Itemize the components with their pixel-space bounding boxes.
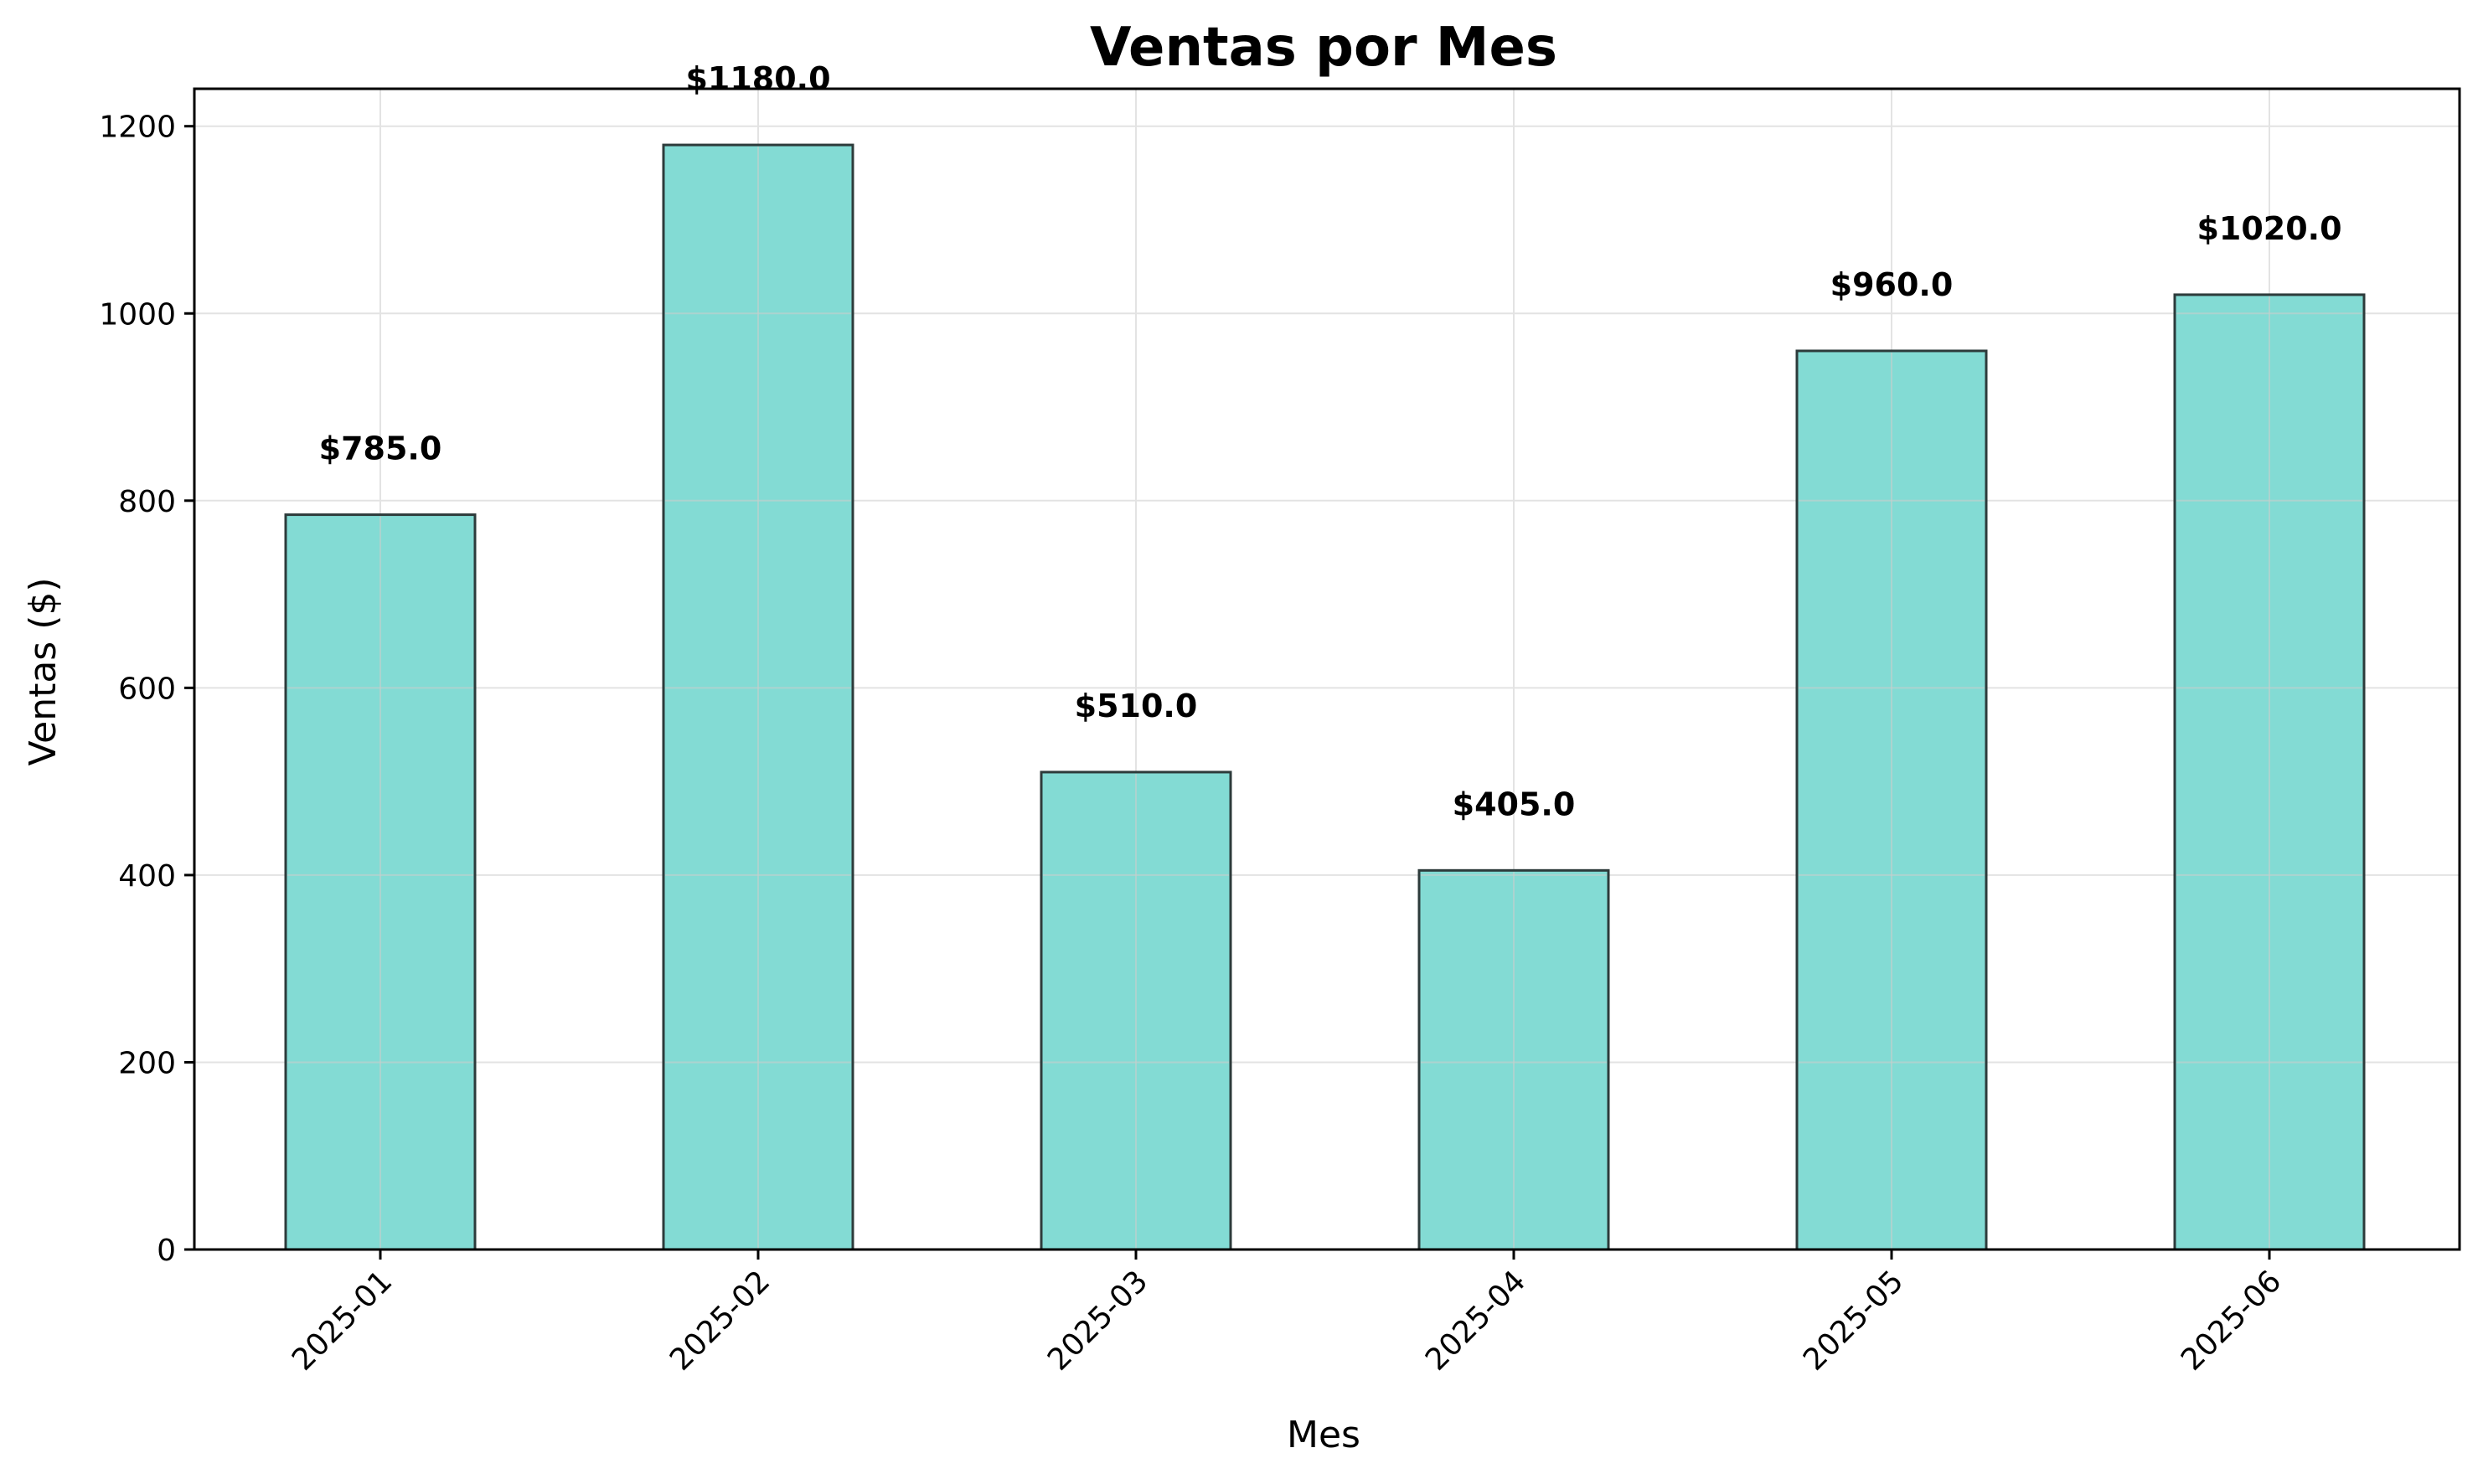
y-tick-label: 1000 xyxy=(99,297,176,332)
y-axis-label: Ventas ($) xyxy=(22,577,65,765)
chart-title: Ventas por Mes xyxy=(1090,17,1557,79)
bar-value-label: $785.0 xyxy=(319,430,442,467)
y-tick-label: 0 xyxy=(157,1234,176,1268)
x-tick-label: 2025-04 xyxy=(1419,1264,1532,1377)
bar-value-label: $510.0 xyxy=(1075,688,1198,724)
y-tick-label: 600 xyxy=(118,672,176,706)
x-tick-label: 2025-01 xyxy=(286,1264,399,1377)
bar-value-label: $405.0 xyxy=(1453,786,1576,822)
bars-layer xyxy=(284,143,2366,1251)
grid-layer xyxy=(194,89,2460,1250)
x-tick-label: 2025-06 xyxy=(2175,1264,2288,1377)
bar-value-label: $1020.0 xyxy=(2196,210,2341,247)
x-tick-label: 2025-05 xyxy=(1797,1264,1910,1377)
y-tick-label: 400 xyxy=(118,859,176,894)
x-tick-label: 2025-02 xyxy=(663,1264,777,1377)
y-tick-label: 1200 xyxy=(99,111,176,145)
y-tick-label: 200 xyxy=(118,1046,176,1080)
x-axis-label: Mes xyxy=(1287,1414,1360,1456)
labels-layer: $785.0 $1180.0 $510.0 $405.0 $960.0 $1020.0 xyxy=(319,60,2342,822)
x-tick-label: 2025-03 xyxy=(1041,1264,1154,1377)
bar-value-label: $1180.0 xyxy=(685,60,830,97)
y-tick-label: 800 xyxy=(118,485,176,519)
plot-frame xyxy=(193,87,2461,1251)
bar-value-label: $960.0 xyxy=(1830,266,1954,303)
